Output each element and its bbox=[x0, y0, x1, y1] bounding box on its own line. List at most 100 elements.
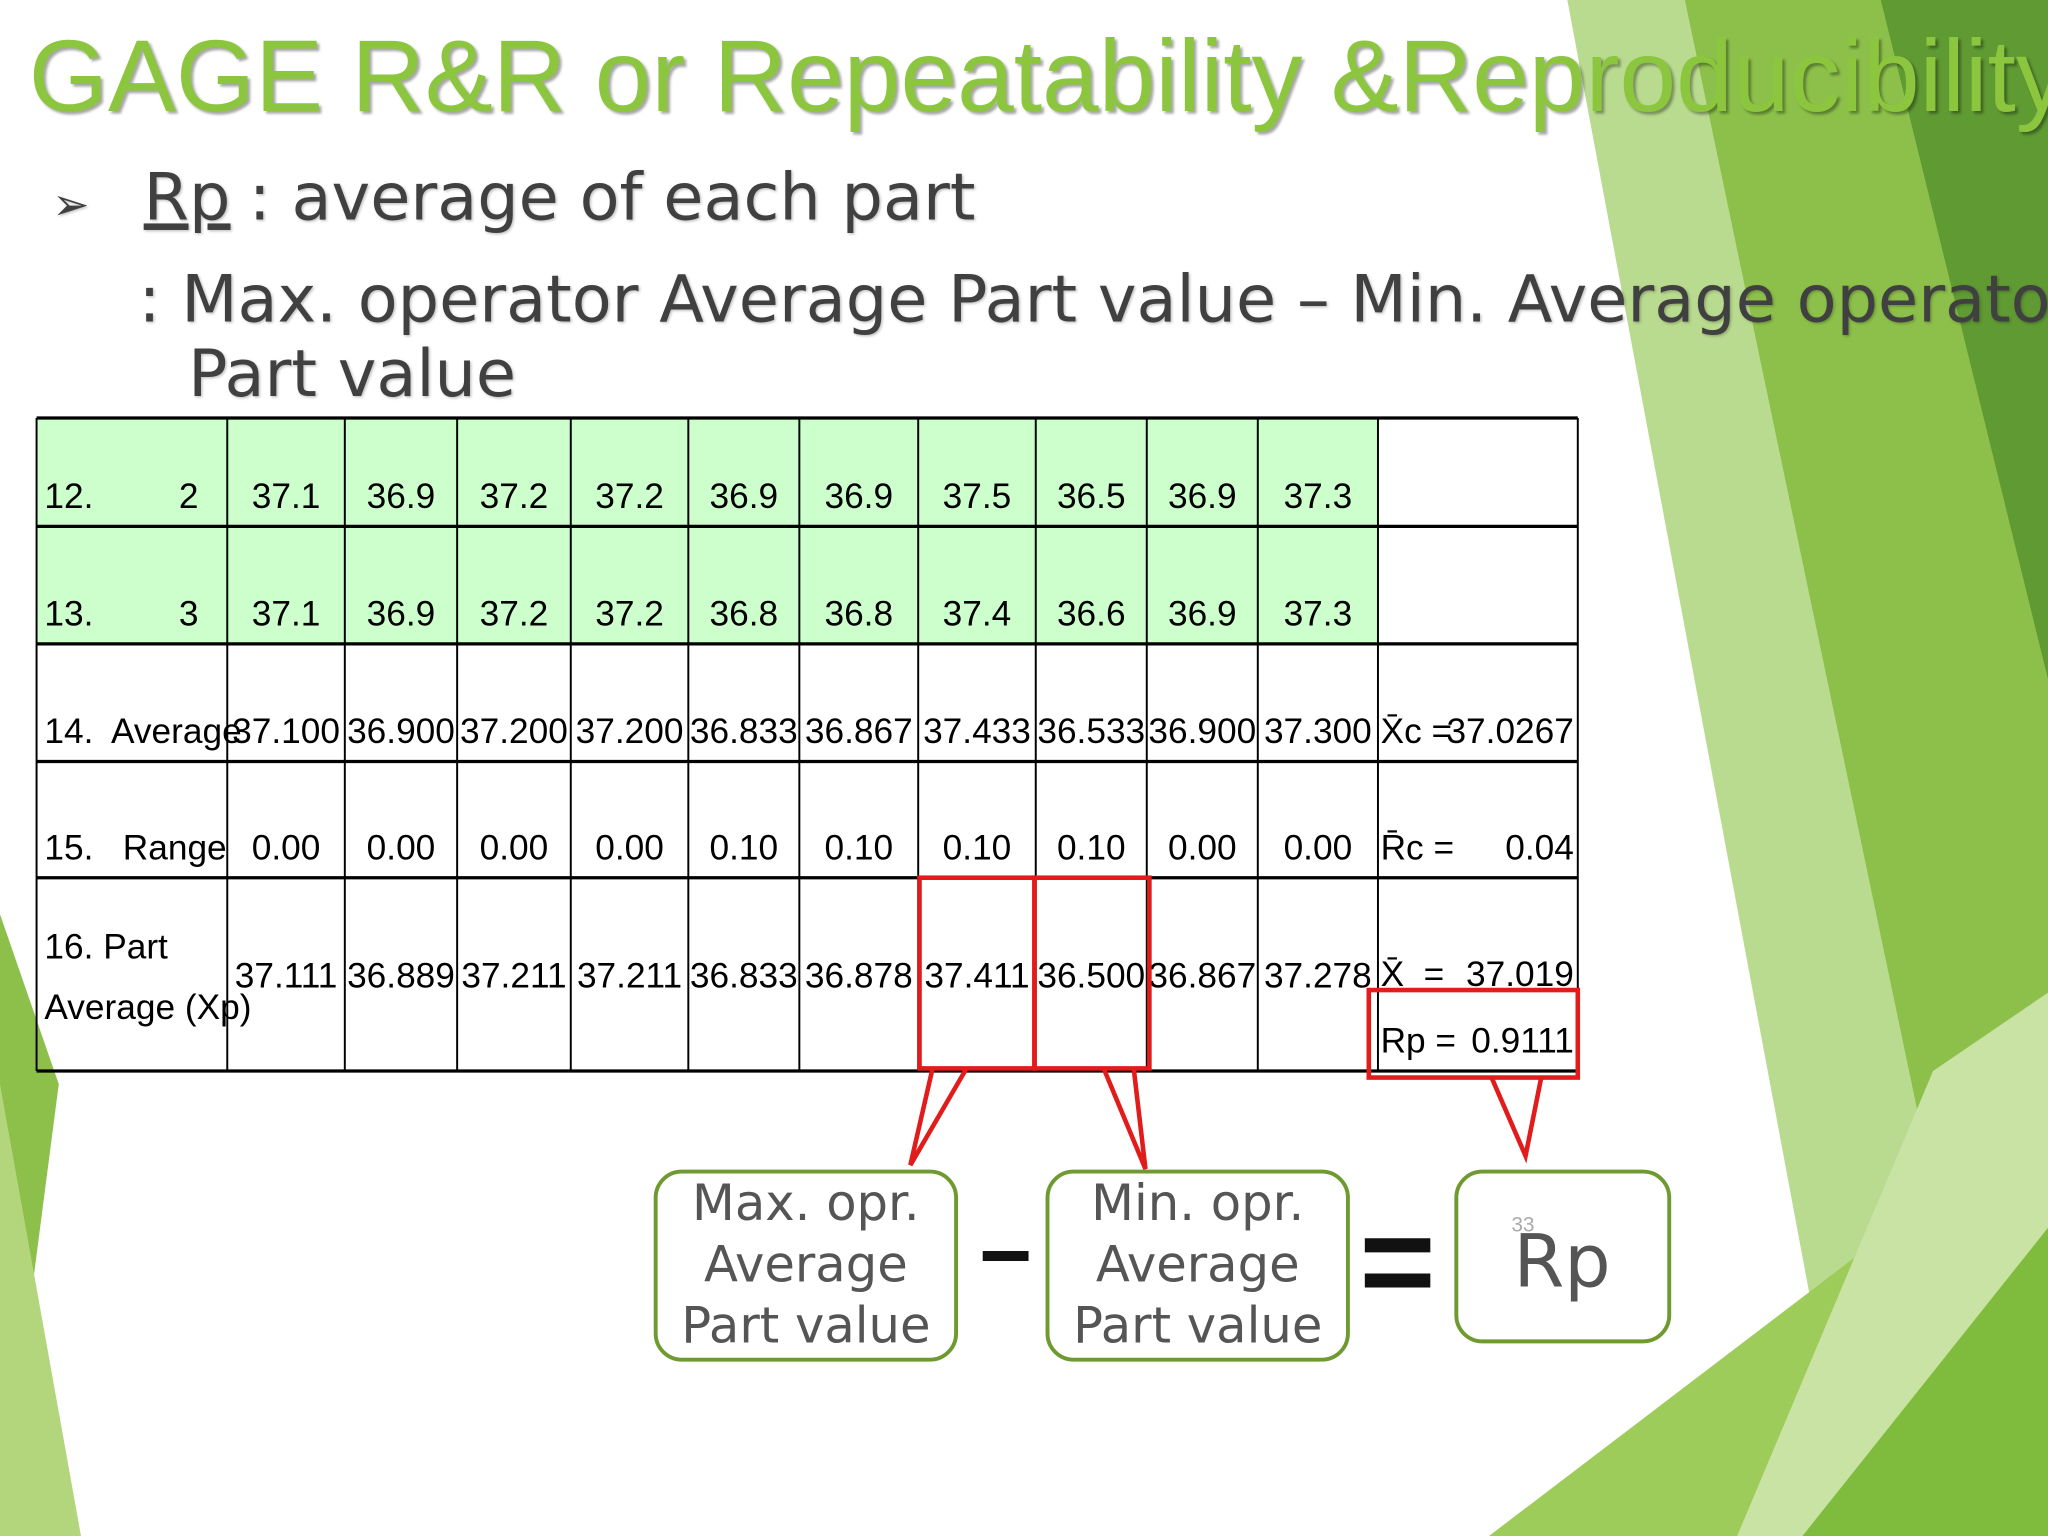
cell-value: 36.5 bbox=[1057, 477, 1126, 516]
cell-value: 36.9 bbox=[367, 477, 436, 516]
cell-value: 36.9 bbox=[1168, 477, 1237, 516]
cell-value: 36.867 bbox=[805, 712, 913, 751]
pointer bbox=[1101, 1067, 1148, 1170]
bullet-term: Rp bbox=[144, 159, 231, 235]
page-number: 33 bbox=[1511, 1214, 1534, 1237]
cell-value: 37.3 bbox=[1284, 595, 1353, 634]
cell-value: 37.200 bbox=[576, 712, 684, 751]
cell-value: 36.9 bbox=[367, 595, 436, 634]
table: 12. 2 37.1 36.9 37.2 37.2 36.9 36.9 37.5 36.5 36.9… bbox=[35, 416, 1581, 1170]
cell-value: 37.3 bbox=[1284, 477, 1353, 516]
row-label: 3 bbox=[179, 595, 199, 634]
cell-value: 36.833 bbox=[690, 956, 798, 995]
row-label: 12. bbox=[44, 477, 93, 516]
callout-text: Min. opr. bbox=[1091, 1174, 1304, 1232]
cell-value: 0.10 bbox=[1057, 828, 1126, 867]
summary-value: 37.019 bbox=[1466, 955, 1574, 994]
cell-value: 36.9 bbox=[1168, 595, 1237, 634]
cell-value: 37.200 bbox=[460, 712, 568, 751]
row-label: 14. Average bbox=[44, 712, 241, 751]
summary-value: 0.04 bbox=[1505, 828, 1574, 867]
cell-value: 36.900 bbox=[1148, 712, 1256, 751]
definition-line: : Max. operator Average Part value – Min… bbox=[138, 261, 2048, 337]
summary-label: X̄ = bbox=[1381, 955, 1445, 994]
bullet-text: : average of each part bbox=[249, 159, 976, 235]
cell-value: 37.2 bbox=[480, 477, 549, 516]
pointer bbox=[1489, 1076, 1544, 1164]
cell-value: 0.10 bbox=[943, 828, 1012, 867]
row-label: 16. Part bbox=[44, 928, 168, 967]
summary-value: 0.9111 bbox=[1471, 1022, 1574, 1061]
definition-line: Part value bbox=[188, 336, 516, 412]
cell-value: 36.889 bbox=[347, 956, 455, 995]
cell-value: 37.211 bbox=[577, 956, 682, 995]
callout-box bbox=[1045, 1169, 1350, 1362]
callout-text: Part value bbox=[1073, 1297, 1322, 1355]
callout-text: Average bbox=[704, 1235, 908, 1293]
cell-value: 36.867 bbox=[1148, 956, 1256, 995]
summary-value: 37.0267 bbox=[1446, 712, 1573, 751]
cell-value: 0.00 bbox=[480, 828, 549, 867]
row-label: 2 bbox=[179, 477, 199, 516]
callout-text: Max. opr. bbox=[692, 1174, 920, 1232]
cell-value: 36.8 bbox=[710, 595, 779, 634]
callout-box bbox=[1454, 1169, 1672, 1344]
bullet-icon: ➢ bbox=[52, 179, 89, 230]
cell-value: 36.833 bbox=[690, 712, 798, 751]
row-label: 13. bbox=[44, 595, 93, 634]
row-label: Average (Xp) bbox=[44, 988, 251, 1027]
cell-value: 0.00 bbox=[1284, 828, 1353, 867]
cell-value: 37.433 bbox=[923, 712, 1031, 751]
cell-value: 0.00 bbox=[367, 828, 436, 867]
cell-value: 37.100 bbox=[232, 712, 340, 751]
row-label: 15. Range bbox=[44, 828, 226, 867]
highlight-box bbox=[1032, 875, 1152, 1071]
cell-value: 37.5 bbox=[943, 477, 1012, 516]
callout-box bbox=[653, 1169, 959, 1362]
summary-label: X̄c = bbox=[1381, 712, 1453, 751]
highlight-box bbox=[1366, 987, 1581, 1080]
slide-title: GAGE R&R or Repeatability &Reproducibili… bbox=[29, 19, 2048, 133]
cell-value: 36.9 bbox=[710, 477, 779, 516]
cell-fill bbox=[36, 526, 1378, 644]
cell-value: 37.1 bbox=[252, 477, 321, 516]
callout-text: Average bbox=[1096, 1235, 1300, 1293]
cell-value: 0.00 bbox=[1168, 828, 1237, 867]
result: Rp bbox=[1514, 1220, 1611, 1305]
bg-shape bbox=[1802, 1227, 2048, 1536]
summary-label: R̄c = bbox=[1381, 828, 1454, 867]
cell-value: 0.10 bbox=[710, 828, 779, 867]
cell-value: 36.6 bbox=[1057, 595, 1126, 634]
cell-value: 37.278 bbox=[1264, 956, 1372, 995]
callout-text: Part value bbox=[681, 1297, 930, 1355]
cell-value: 36.878 bbox=[805, 956, 913, 995]
cell-value: 0.00 bbox=[252, 828, 321, 867]
cell-value: 0.10 bbox=[824, 828, 893, 867]
cell-value: 36.9 bbox=[824, 477, 893, 516]
cell-value: 36.8 bbox=[824, 595, 893, 634]
cell-value: 37.211 bbox=[461, 956, 566, 995]
cell-value: 0.00 bbox=[595, 828, 664, 867]
summary-label: Rp = bbox=[1381, 1022, 1456, 1061]
cell-value: 36.900 bbox=[347, 712, 455, 751]
cell-value: 37.2 bbox=[595, 595, 664, 634]
cell-value: 37.2 bbox=[480, 595, 549, 634]
cell-value: 37.300 bbox=[1264, 712, 1372, 751]
cell-value: 37.2 bbox=[595, 477, 664, 516]
cell-value: 37.1 bbox=[252, 595, 321, 634]
cell-value: 36.500 bbox=[1037, 956, 1145, 995]
cell-value: 37.4 bbox=[943, 595, 1012, 634]
pointer bbox=[908, 1067, 969, 1167]
operator: − bbox=[979, 1205, 1032, 1307]
cell-value: 37.111 bbox=[235, 956, 338, 995]
cell-value: 37.411 bbox=[924, 956, 1029, 995]
cell-fill bbox=[36, 417, 1378, 527]
cell-value: 36.533 bbox=[1037, 712, 1145, 751]
operator: = bbox=[1359, 1188, 1435, 1334]
bullet-line: Rp: average of each part bbox=[144, 159, 976, 235]
